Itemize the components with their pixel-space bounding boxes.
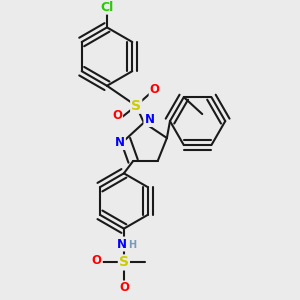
Text: O: O bbox=[92, 254, 102, 267]
Text: N: N bbox=[115, 136, 125, 149]
Text: N: N bbox=[144, 113, 154, 126]
Text: S: S bbox=[131, 99, 141, 113]
Text: H: H bbox=[128, 240, 136, 250]
Text: N: N bbox=[117, 238, 127, 250]
Text: S: S bbox=[119, 255, 129, 269]
Text: Cl: Cl bbox=[100, 1, 114, 13]
Text: O: O bbox=[119, 281, 129, 294]
Text: O: O bbox=[112, 109, 122, 122]
Text: O: O bbox=[150, 83, 160, 96]
